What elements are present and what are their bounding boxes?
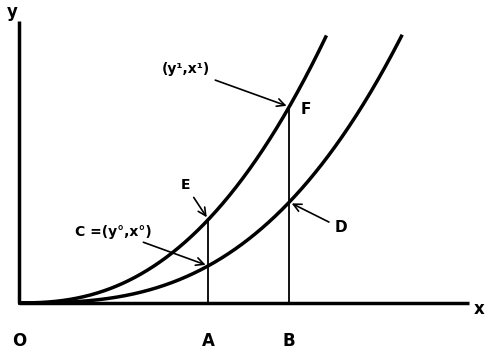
Text: A: A (202, 332, 215, 350)
Text: F: F (300, 102, 311, 117)
Text: O: O (12, 332, 27, 350)
Text: D: D (293, 204, 347, 235)
Text: (y¹,x¹): (y¹,x¹) (162, 62, 285, 106)
Text: y: y (7, 3, 18, 21)
Text: E: E (181, 178, 206, 216)
Text: C =(y°,x°): C =(y°,x°) (75, 225, 204, 265)
Text: B: B (283, 332, 295, 350)
Text: x: x (474, 300, 484, 318)
